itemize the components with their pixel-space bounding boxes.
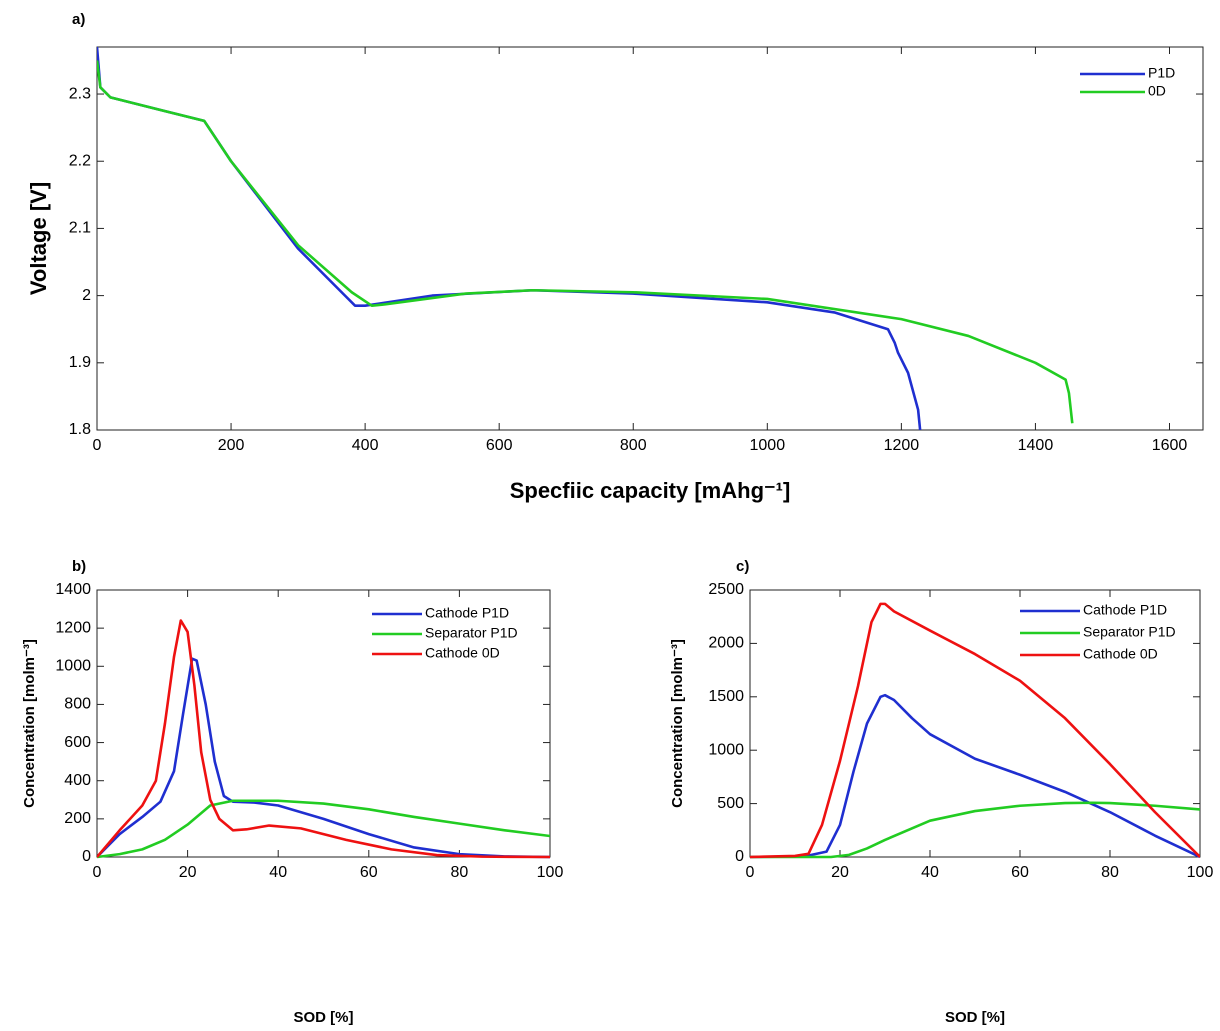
x-tick-label: 0 <box>93 864 102 881</box>
x-tick-label: 800 <box>620 437 647 454</box>
plot-frame <box>96 46 1204 431</box>
y-tick-label: 2.3 <box>69 85 91 102</box>
y-axis-title: Concentration [molm⁻³] <box>669 639 686 808</box>
y-tick-label: 1.9 <box>69 354 91 371</box>
y-tick-label: 1200 <box>55 619 91 636</box>
x-axis-title: SOD [%] <box>294 1009 354 1026</box>
x-axis-title: Specfiic capacity [mAhg⁻¹] <box>510 478 791 503</box>
y-tick-label: 2 <box>82 287 91 304</box>
y-tick-label: 800 <box>64 696 91 713</box>
y-tick-label: 1.8 <box>69 421 91 438</box>
x-tick-label: 1200 <box>884 437 920 454</box>
x-tick-label: 80 <box>1101 864 1119 881</box>
y-tick-label: 2.1 <box>69 220 91 237</box>
x-tick-label: 60 <box>1011 864 1029 881</box>
x-axis-title: SOD [%] <box>945 1009 1005 1026</box>
y-axis-title: Concentration [molm⁻³] <box>21 639 38 808</box>
x-tick-label: 60 <box>360 864 378 881</box>
legend-label: Cathode 0D <box>425 645 500 661</box>
legend-label: Cathode P1D <box>1083 602 1167 618</box>
legend-label: Separator P1D <box>425 625 518 641</box>
plot-frame <box>749 589 1201 858</box>
x-tick-label: 1600 <box>1152 437 1188 454</box>
y-tick-label: 400 <box>64 772 91 789</box>
y-tick-label: 0 <box>735 848 744 865</box>
x-tick-label: 20 <box>831 864 849 881</box>
data-line <box>750 693 1200 859</box>
x-tick-label: 40 <box>921 864 939 881</box>
y-tick-label: 2500 <box>708 581 744 598</box>
x-tick-label: 100 <box>1187 864 1214 881</box>
x-tick-label: 20 <box>179 864 197 881</box>
data-line <box>750 801 1200 859</box>
x-tick-label: 1400 <box>1018 437 1054 454</box>
y-tick-label: 1500 <box>708 688 744 705</box>
panel-label: a) <box>72 11 85 28</box>
y-tick-label: 500 <box>717 795 744 812</box>
x-tick-label: 100 <box>537 864 564 881</box>
y-tick-label: 200 <box>64 810 91 827</box>
data-line <box>97 619 550 859</box>
data-line <box>97 799 550 859</box>
x-tick-label: 80 <box>451 864 469 881</box>
x-tick-label: 0 <box>93 437 102 454</box>
x-tick-label: 40 <box>269 864 287 881</box>
legend-label: P1D <box>1148 65 1175 81</box>
x-tick-label: 600 <box>486 437 513 454</box>
x-tick-label: 200 <box>218 437 245 454</box>
y-tick-label: 2.2 <box>69 152 91 169</box>
y-tick-label: 2000 <box>708 635 744 652</box>
y-tick-label: 600 <box>64 734 91 751</box>
x-tick-label: 1000 <box>750 437 786 454</box>
data-line <box>97 46 922 431</box>
data-line <box>750 602 1200 859</box>
data-line <box>97 60 1074 424</box>
data-line <box>97 657 550 859</box>
y-tick-label: 1000 <box>708 741 744 758</box>
y-tick-label: 1400 <box>55 581 91 598</box>
y-axis-title: Voltage [V] <box>26 182 51 295</box>
x-tick-label: 0 <box>746 864 755 881</box>
panel-label: b) <box>72 558 86 575</box>
plot-frame <box>96 589 551 858</box>
y-tick-label: 0 <box>82 848 91 865</box>
y-tick-label: 1000 <box>55 658 91 675</box>
x-tick-label: 400 <box>352 437 379 454</box>
legend-label: Cathode 0D <box>1083 646 1158 662</box>
panel-label: c) <box>736 558 749 575</box>
legend-label: 0D <box>1148 83 1166 99</box>
legend-label: Cathode P1D <box>425 605 509 621</box>
legend-label: Separator P1D <box>1083 624 1176 640</box>
